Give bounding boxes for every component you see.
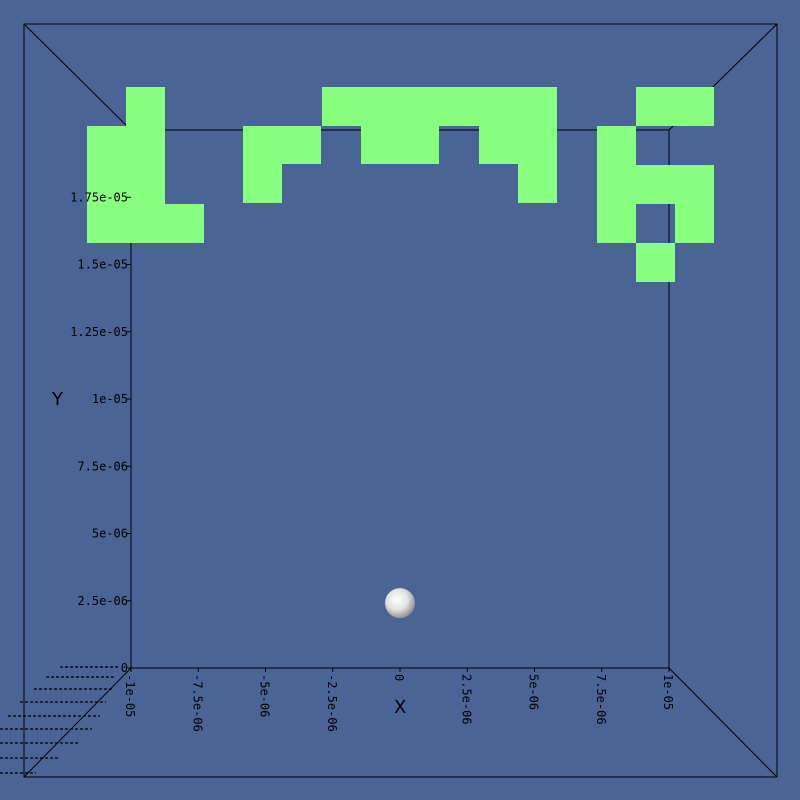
outer-frame bbox=[23, 23, 778, 778]
voxel-block-5 bbox=[243, 126, 321, 164]
x-tick-label-1: -7.5e-06 bbox=[190, 674, 204, 732]
y-tick-label-4: 1e-05 bbox=[92, 392, 128, 406]
voxel-block-14 bbox=[597, 204, 636, 243]
voxel-block-1 bbox=[87, 126, 165, 165]
voxel-block-0 bbox=[126, 87, 165, 127]
z-axis-ticks bbox=[0, 666, 120, 774]
inner-frame bbox=[130, 129, 670, 669]
voxel-block-9 bbox=[479, 126, 557, 164]
x-tick-label-6: 5e-06 bbox=[527, 674, 541, 710]
y-axis-title: Y bbox=[51, 389, 64, 410]
voxel-block-12 bbox=[597, 126, 636, 165]
y-tick-label-0: 0 bbox=[121, 661, 128, 675]
x-tick-label-2: -5e-06 bbox=[258, 674, 272, 717]
y-tick-label-1: 2.5e-06 bbox=[77, 594, 128, 608]
voxel-block-10 bbox=[518, 164, 557, 203]
x-tick-label-0: -1e-05 bbox=[123, 674, 137, 717]
voxel-block-6 bbox=[243, 164, 282, 203]
x-axis-ticks: -1e-05 -7.5e-06 -5e-06 -2.5e-06 0 2.5e-06 5e-0… bbox=[123, 668, 675, 732]
voxel-block-16 bbox=[636, 243, 675, 282]
y-tick-label-6: 1.5e-05 bbox=[77, 258, 128, 272]
voxel-block-2 bbox=[87, 165, 165, 204]
voxel-block-4 bbox=[165, 204, 204, 243]
frame-edge-bottom-left bbox=[23, 667, 132, 778]
ball[interactable] bbox=[385, 588, 415, 619]
frame-edge-top-left bbox=[23, 23, 132, 131]
voxel-block-13 bbox=[597, 165, 714, 204]
voxel-block-15 bbox=[675, 204, 714, 243]
voxel-block-11 bbox=[636, 87, 714, 126]
voxel-blocks bbox=[87, 87, 714, 282]
x-tick-label-3: -2.5e-06 bbox=[325, 674, 339, 732]
frame-edge-bottom-right bbox=[668, 667, 778, 778]
y-tick-label-3: 7.5e-06 bbox=[77, 459, 128, 473]
y-tick-label-2: 5e-06 bbox=[92, 527, 128, 541]
voxel-block-8 bbox=[361, 126, 439, 164]
x-tick-label-7: 7.5e-06 bbox=[594, 674, 608, 725]
x-tick-label-5: 2.5e-06 bbox=[459, 674, 473, 725]
y-axis-ticks: 0 2.5e-06 5e-06 7.5e-06 1e-05 1.25e-05 1.5e-05… bbox=[70, 190, 131, 675]
y-tick-label-5: 1.25e-05 bbox=[70, 325, 128, 339]
y-tick-label-7: 1.75e-05 bbox=[70, 190, 128, 204]
x-tick-label-8: 1e-05 bbox=[661, 674, 675, 710]
x-tick-label-4: 0 bbox=[392, 674, 406, 681]
x-axis-title: X bbox=[394, 697, 406, 718]
voxel-block-7 bbox=[322, 87, 557, 126]
